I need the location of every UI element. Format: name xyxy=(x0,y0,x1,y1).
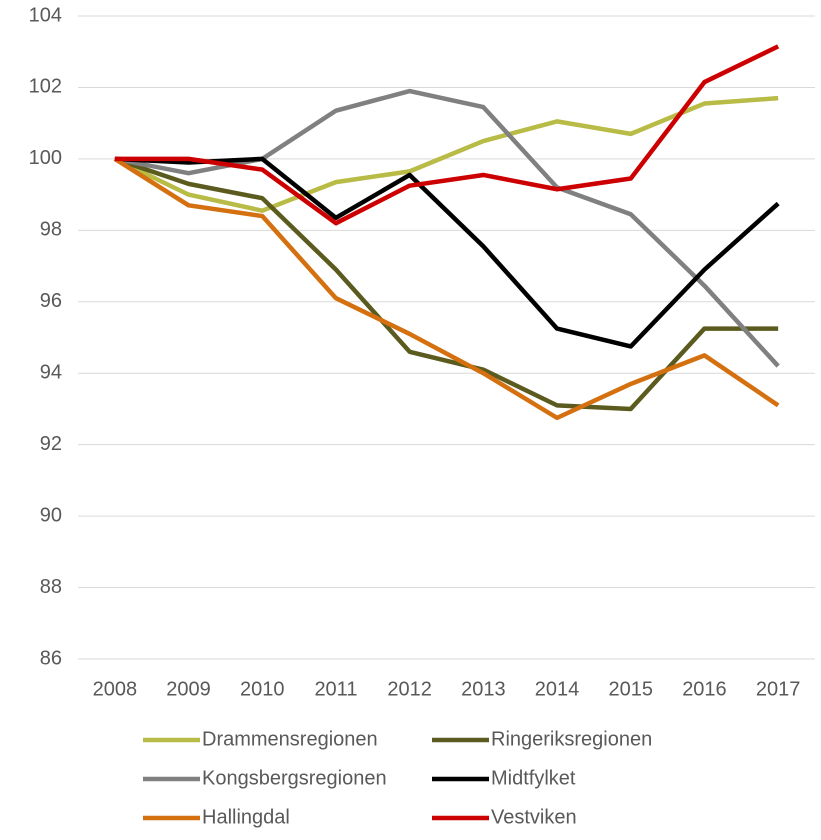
series-line xyxy=(113,95,779,213)
series-line xyxy=(114,156,779,412)
y-tick-label: 88 xyxy=(40,576,62,598)
legend-label: Ringeriksregionen xyxy=(491,728,652,750)
legend-label: Kongsbergsregionen xyxy=(202,767,387,789)
legend-label: Drammensregionen xyxy=(202,728,378,750)
series-line xyxy=(114,156,780,349)
x-tick-label: 2011 xyxy=(314,678,357,700)
y-tick-label: 92 xyxy=(40,433,62,455)
y-tick-label: 102 xyxy=(29,76,62,98)
y-tick-label: 100 xyxy=(29,147,62,169)
x-tick-label: 2014 xyxy=(535,678,580,700)
x-tick-label: 2016 xyxy=(682,678,727,700)
legend-label: Hallingdal xyxy=(202,806,290,828)
x-tick-label: 2015 xyxy=(609,678,654,700)
series-line xyxy=(113,156,780,421)
series-line xyxy=(114,88,780,368)
y-tick-label: 98 xyxy=(40,219,62,241)
x-tick-label: 2009 xyxy=(166,678,211,700)
y-tick-label: 94 xyxy=(40,362,62,384)
x-tick-label: 2017 xyxy=(756,678,801,700)
x-tick-label: 2008 xyxy=(93,678,138,700)
x-tick-label: 2012 xyxy=(387,678,432,700)
legend-label: Midtfylket xyxy=(491,767,576,789)
series-line xyxy=(114,44,780,226)
y-tick-label: 86 xyxy=(40,647,62,669)
y-tick-label: 104 xyxy=(29,4,62,26)
y-tick-label: 90 xyxy=(40,504,62,526)
x-tick-label: 2013 xyxy=(461,678,506,700)
legend-label: Vestviken xyxy=(491,806,577,828)
y-tick-label: 96 xyxy=(40,290,62,312)
x-tick-label: 2010 xyxy=(240,678,285,700)
